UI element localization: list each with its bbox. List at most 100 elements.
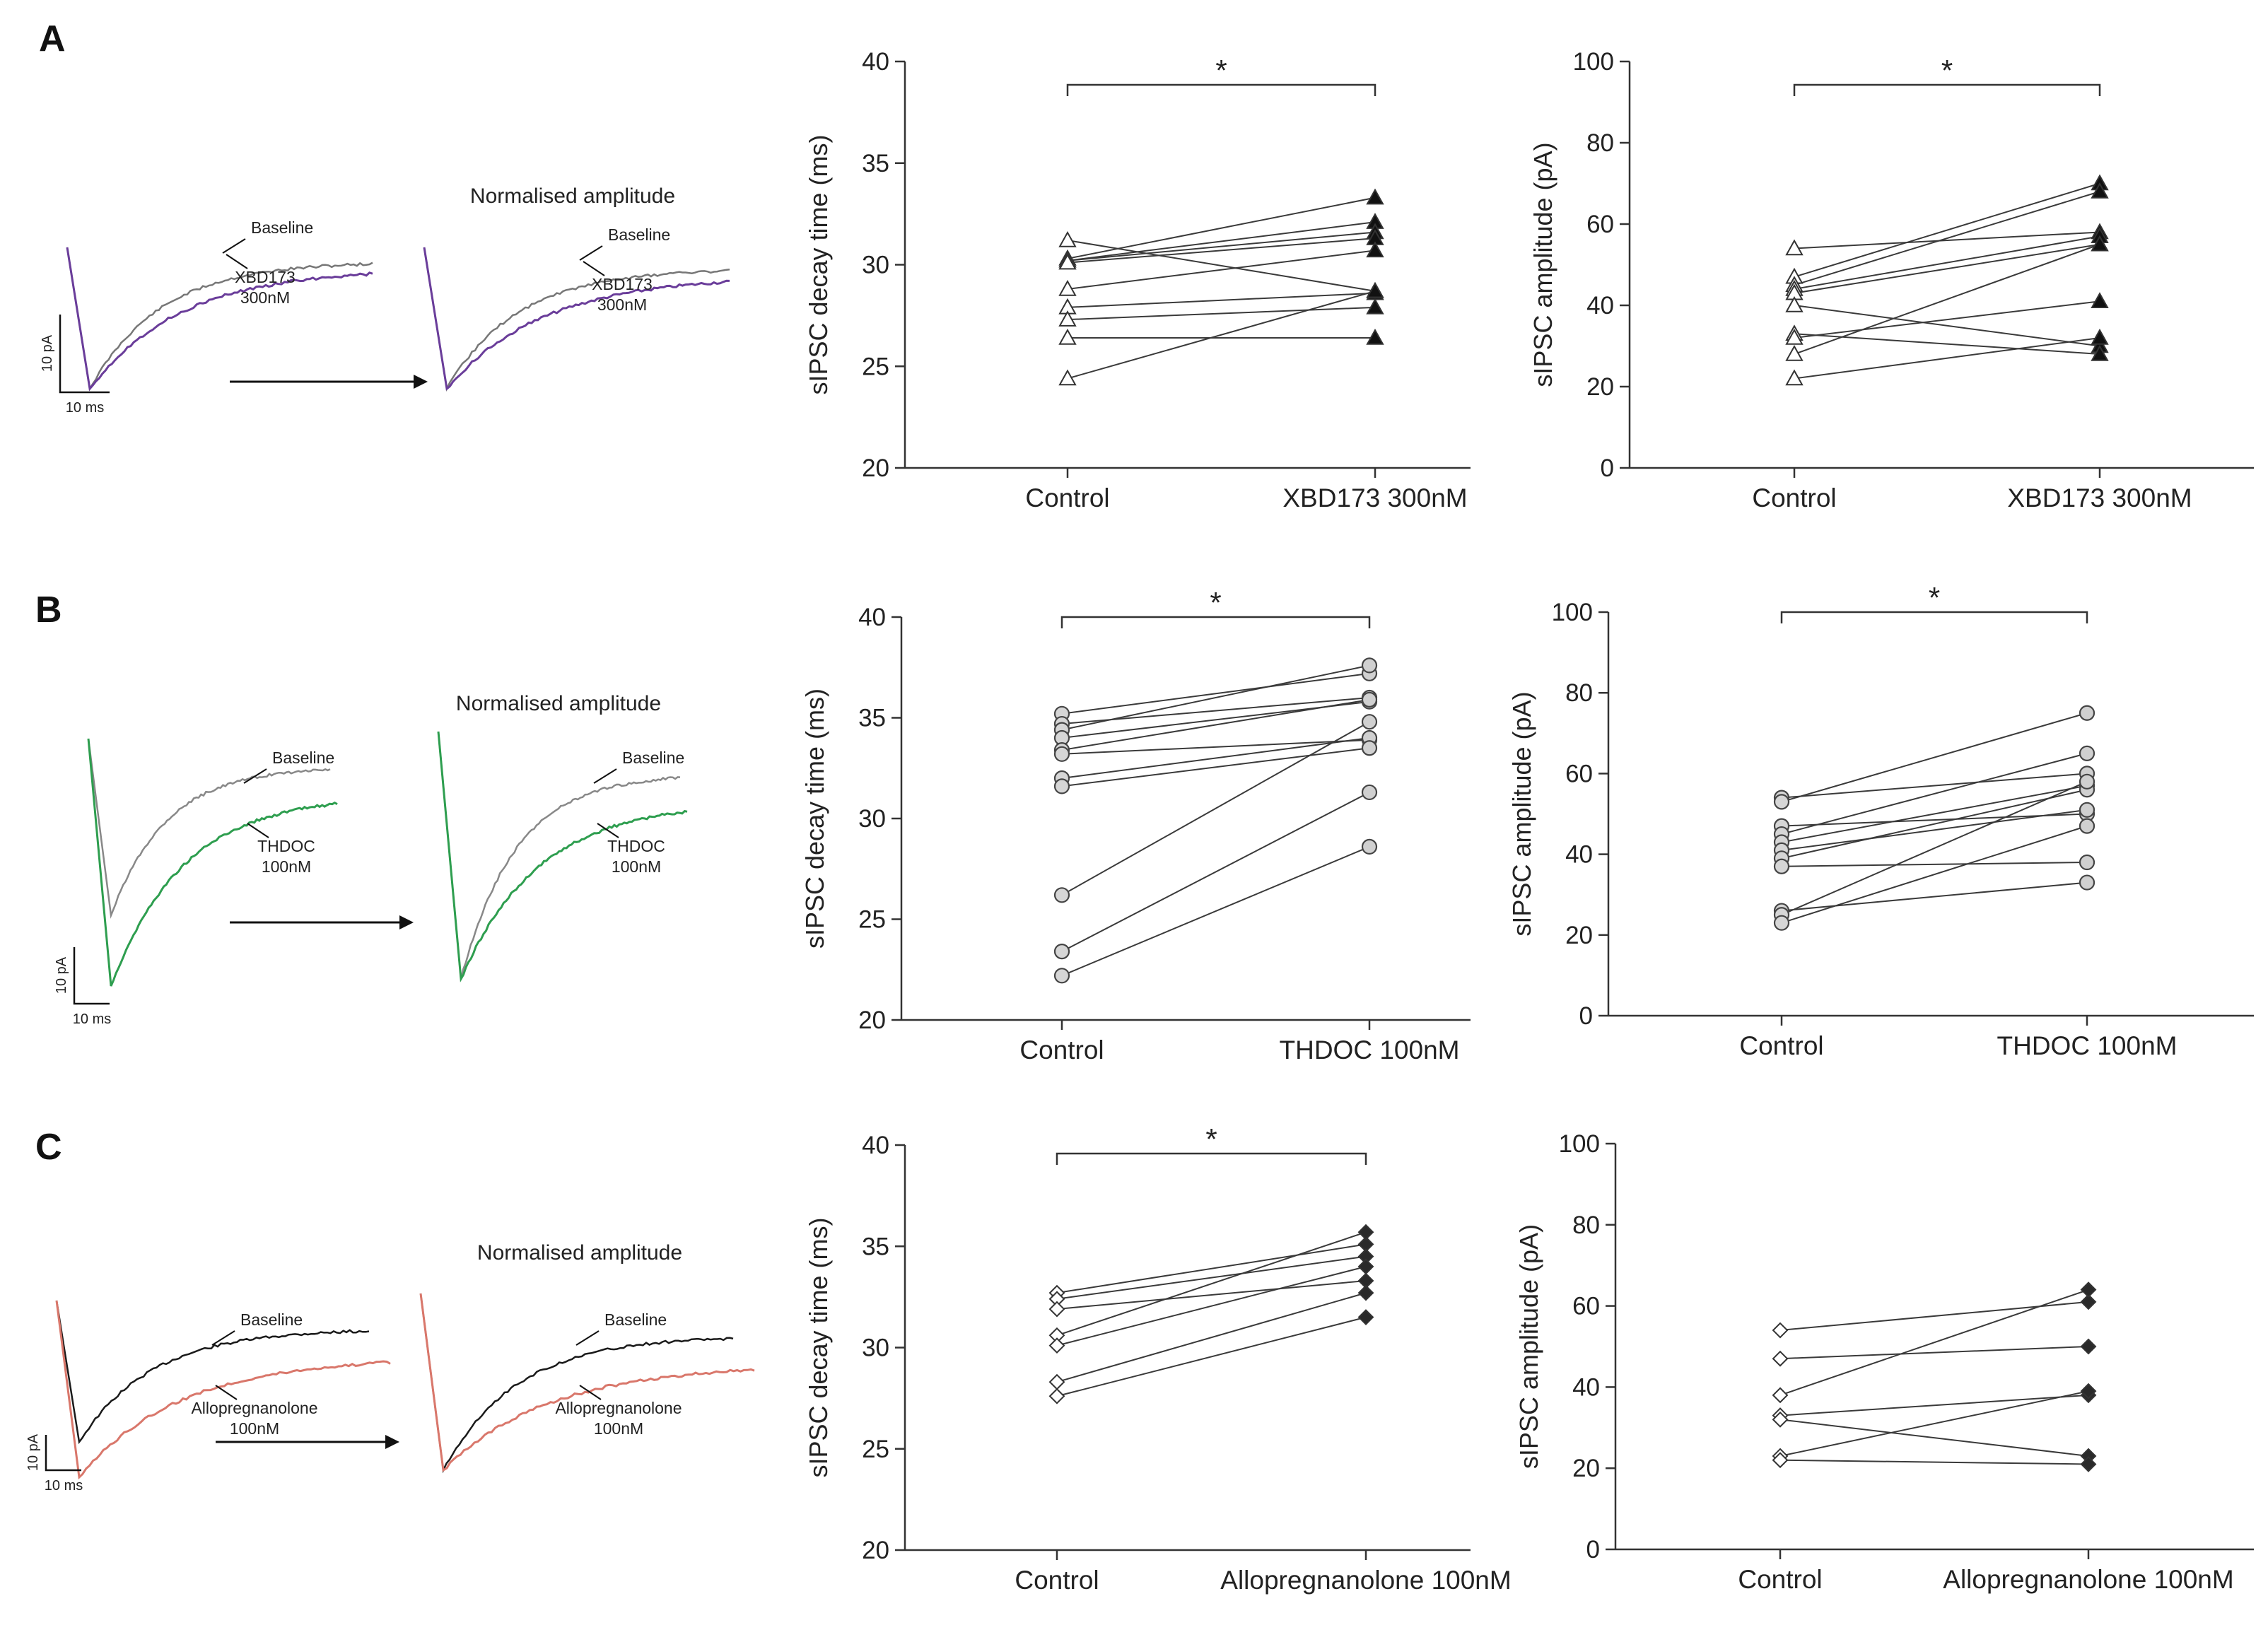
trace-panels: A Normalised amplitude Baseline XBD173 300nM… [25, 18, 755, 1494]
trace-panel-C: C Normalised amplitude Baseline Allopregnan… [25, 1127, 755, 1494]
point-drug-cell7 [1357, 1309, 1374, 1325]
point-drug-cell6 [1357, 1284, 1374, 1301]
significance-bracket [1060, 616, 1371, 628]
point-drug-cell10 [2079, 773, 2095, 790]
series-line-cell9 [1794, 243, 2100, 355]
chart-A-amp: 0 20 40 60 80 100 Control XBD173 300nM sIPSC amp… [1528, 48, 2254, 512]
point-drug-cell8 [2091, 292, 2109, 309]
point-drug-cell6 [2080, 1383, 2097, 1400]
point-control-cell6 [1058, 279, 1077, 296]
point-control-cell10 [1053, 943, 1070, 960]
point-drug-cell2 [1366, 188, 1384, 205]
point-control-cell5 [1772, 1411, 1789, 1428]
series-line-cell10 [1061, 792, 1370, 952]
baseline-pointer [243, 768, 267, 784]
y-tick-label: 20 [1565, 922, 1593, 949]
point-control-cell2 [1773, 794, 1790, 810]
significance-bracket [1780, 611, 2088, 623]
drug-label: XBD173 [592, 275, 653, 293]
drug-label: THDOC [257, 837, 315, 855]
point-control-cell6 [1053, 746, 1070, 762]
point-control-cell1 [1785, 239, 1804, 256]
series-line-cell4 [1056, 1231, 1367, 1337]
point-drug-cell11 [2079, 818, 2095, 834]
series-line-cell4 [1779, 1394, 2089, 1416]
charts: 20 25 30 35 40 Control XBD173 300nM sIPSC decay… [800, 48, 2254, 1595]
point-control-cell9 [1053, 887, 1070, 903]
y-tick-label: 40 [1586, 292, 1614, 319]
baseline-trace-raw [66, 247, 373, 392]
significance-star: * [1929, 581, 1940, 614]
y-tick-label: 20 [1586, 373, 1614, 401]
y-tick-label: 80 [1572, 1212, 1600, 1239]
baseline-label: Baseline [622, 749, 684, 767]
x-tick-label: Allopregnanolone 100nM [1220, 1566, 1511, 1595]
significance-bracket [1066, 83, 1376, 96]
x-tick-label: THDOC 100nM [1280, 1036, 1460, 1064]
series-line-cell6 [1056, 1292, 1367, 1383]
y-tick-label: 20 [858, 1007, 886, 1034]
arrow-head-icon [399, 915, 414, 929]
x-tick-label: THDOC 100nM [1997, 1031, 2178, 1060]
y-tick-label: 35 [862, 1233, 889, 1260]
scale-bar [73, 947, 110, 1005]
baseline-label: Baseline [608, 225, 670, 244]
point-drug-cell8 [1366, 298, 1384, 315]
point-control-cell11 [1053, 968, 1070, 984]
series-line-cell5 [1794, 243, 2100, 294]
series-line-cell6 [1061, 739, 1370, 755]
drug-trace-normalised [423, 247, 730, 391]
scale-bar-x-label: 10 ms [45, 1478, 83, 1494]
point-control-cell1 [1058, 230, 1077, 247]
point-drug-cell10 [1366, 281, 1384, 298]
y-tick-label: 20 [862, 1537, 889, 1564]
scale-bar-x-label: 10 ms [73, 1011, 111, 1027]
x-tick-label: Control [1019, 1036, 1104, 1064]
normalised-amplitude-title: Normalised amplitude [477, 1241, 682, 1265]
y-tick-label: 40 [862, 48, 889, 76]
panel-letter: C [35, 1127, 62, 1168]
chart-B-amp: 0 20 40 60 80 100 Control THDOC 100nM sIPSC ampl… [1507, 581, 2254, 1060]
y-tick-label: 60 [1572, 1293, 1600, 1320]
scale-bar-x-label: 10 ms [66, 400, 104, 416]
x-tick-label: Control [1752, 483, 1836, 512]
point-drug-cell9 [1366, 328, 1384, 345]
x-tick-label: XBD173 300nM [1282, 483, 1467, 512]
baseline-trace-normalised [423, 247, 730, 392]
point-control-cell10 [1058, 369, 1077, 386]
series-line-cell5 [1781, 785, 2088, 843]
series-line-cell3 [1067, 221, 1376, 262]
drug-concentration-label: 100nM [262, 857, 311, 876]
drug-trace-normalised [419, 1293, 755, 1472]
scale-bar-y-label: 10 pA [25, 1433, 41, 1471]
baseline-pointer [211, 1330, 235, 1346]
chart-C-decay: 20 25 30 35 40 Control Allopregnanolone 100nM s… [804, 1122, 1512, 1595]
point-control-cell3 [1772, 1387, 1789, 1404]
series-line-cell8 [1061, 747, 1370, 787]
drug-pointer [226, 254, 248, 269]
arrow-head-icon [385, 1435, 399, 1449]
drug-trace-raw [87, 738, 338, 987]
series-line-cell10 [1794, 337, 2100, 380]
y-axis-title: sIPSC decay time (ms) [804, 134, 833, 394]
baseline-pointer [593, 768, 617, 784]
series-line-cell6 [1779, 1390, 2089, 1457]
series-line-cell6 [1781, 809, 2088, 851]
x-tick-label: XBD173 300nM [2007, 483, 2192, 512]
drug-trace-raw [66, 247, 373, 392]
chart-B-decay: 20 25 30 35 40 Control THDOC 100nM sIPSC decay … [800, 586, 1471, 1064]
significance-star: * [1215, 54, 1227, 87]
panel-letter: A [39, 18, 66, 59]
y-tick-label: 25 [862, 1436, 889, 1463]
point-control-cell9 [1785, 344, 1804, 361]
drug-pointer [215, 1385, 238, 1400]
y-tick-label: 0 [1601, 454, 1614, 482]
point-control-cell5 [1058, 253, 1077, 270]
point-control-cell10 [1785, 369, 1804, 386]
y-axis-title: sIPSC decay time (ms) [804, 1217, 833, 1477]
normalised-amplitude-title: Normalised amplitude [470, 184, 675, 208]
drug-concentration-label: 300nM [240, 288, 290, 307]
y-tick-label: 20 [1572, 1455, 1600, 1482]
point-drug-cell3 [2080, 1281, 2097, 1298]
